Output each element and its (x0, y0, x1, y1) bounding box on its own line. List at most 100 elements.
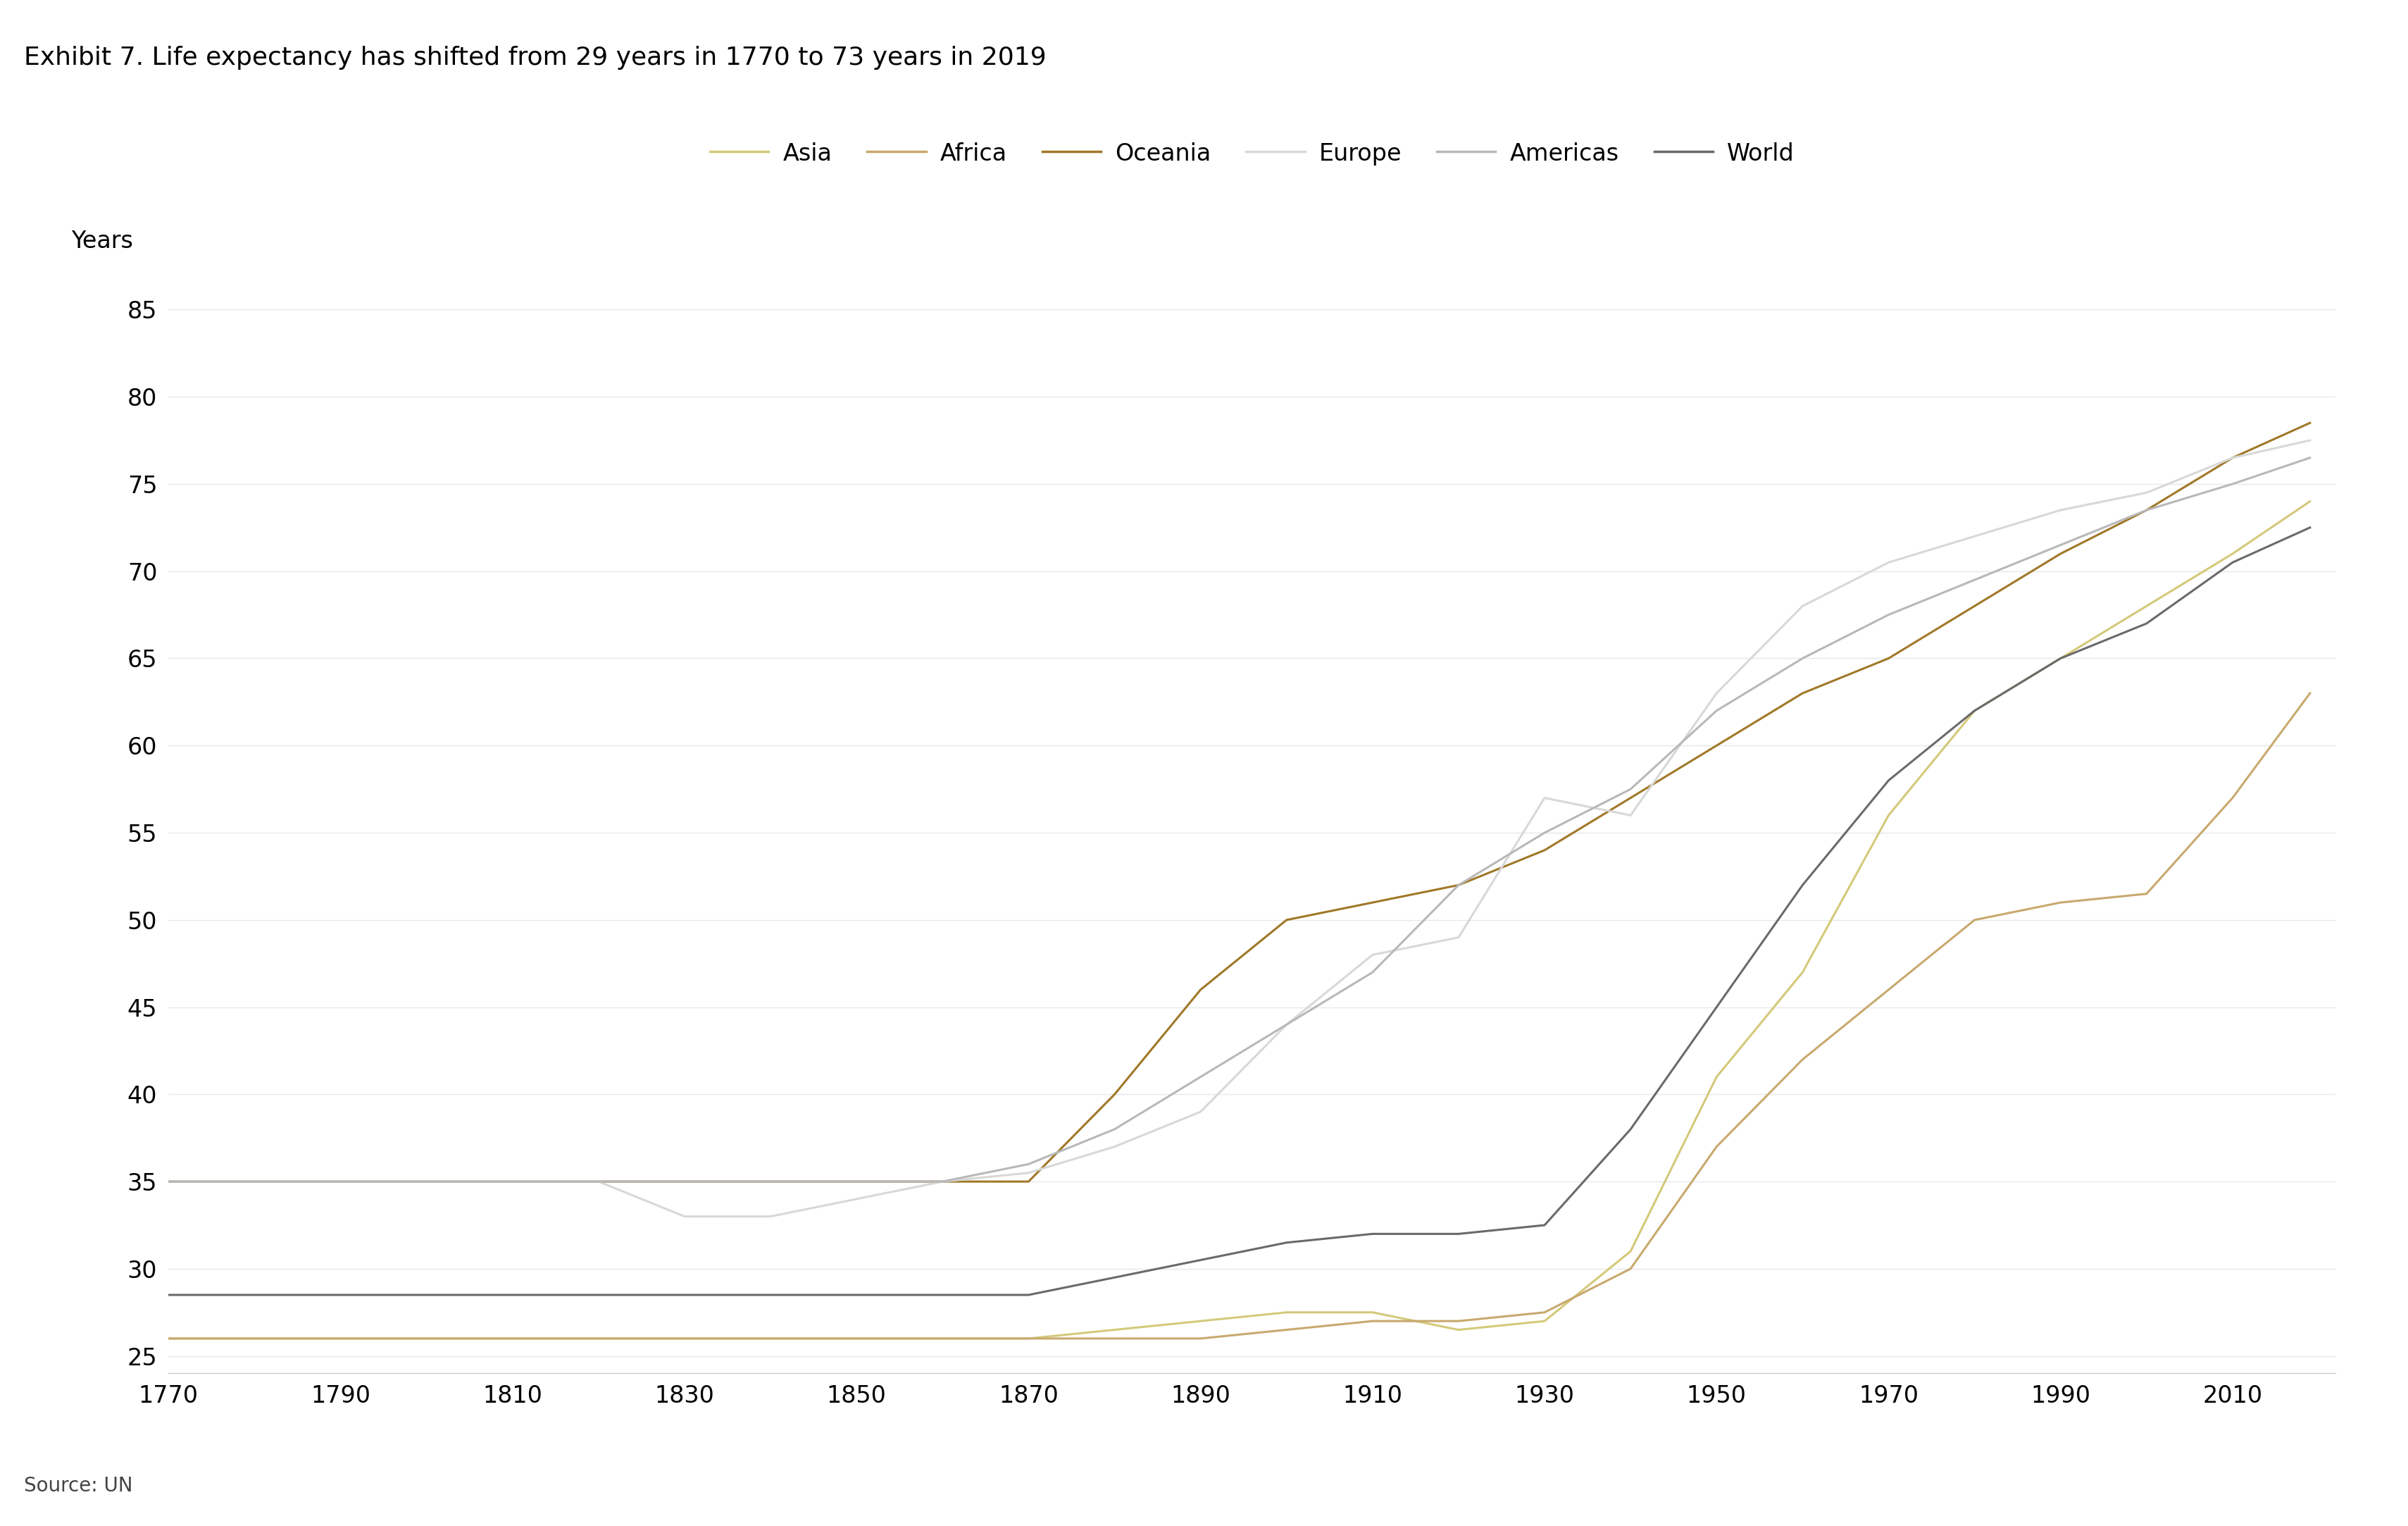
Europe (2047, 501, 2076, 519)
Line: Asia: Asia (169, 502, 2309, 1338)
Africa (1100, 1329, 1129, 1347)
Text: Exhibit 7. Life expectancy has shifted from 29 years in 1770 to 73 years in 2019: Exhibit 7. Life expectancy has shifted f… (24, 46, 1047, 70)
Europe (585, 1172, 614, 1190)
Africa (2131, 885, 2160, 903)
Asia (1358, 1303, 1387, 1322)
World (412, 1286, 441, 1305)
World (1702, 998, 1731, 1016)
Oceania (2218, 449, 2247, 467)
Line: Americas: Americas (169, 458, 2309, 1181)
Oceania (1271, 911, 1300, 929)
Europe (1445, 928, 1474, 946)
Oceania (412, 1172, 441, 1190)
Americas (1702, 702, 1731, 720)
Africa (2047, 893, 2076, 911)
Europe (1789, 597, 1818, 615)
Europe (498, 1172, 527, 1190)
Oceania (498, 1172, 527, 1190)
Africa (1529, 1303, 1558, 1322)
World (1960, 702, 1989, 720)
Line: Africa: Africa (169, 693, 2309, 1338)
Europe (241, 1172, 270, 1190)
World (843, 1286, 872, 1305)
Asia (1100, 1320, 1129, 1338)
Asia (1616, 1242, 1645, 1260)
World (1445, 1225, 1474, 1244)
Africa (325, 1329, 354, 1347)
Oceania (756, 1172, 785, 1190)
Africa (1789, 1050, 1818, 1068)
Oceania (1789, 684, 1818, 702)
World (2131, 615, 2160, 633)
Oceania (669, 1172, 698, 1190)
Europe (927, 1172, 956, 1190)
Oceania (1616, 789, 1645, 807)
World (325, 1286, 354, 1305)
Europe (1100, 1137, 1129, 1155)
World (498, 1286, 527, 1305)
Europe (669, 1207, 698, 1225)
Americas (669, 1172, 698, 1190)
Europe (412, 1172, 441, 1190)
Africa (669, 1329, 698, 1347)
Asia (325, 1329, 354, 1347)
World (154, 1286, 183, 1305)
Asia (756, 1329, 785, 1347)
Asia (412, 1329, 441, 1347)
Oceania (154, 1172, 183, 1190)
Europe (843, 1190, 872, 1209)
Text: Years: Years (72, 229, 132, 253)
Line: Europe: Europe (169, 441, 2309, 1216)
Oceania (1702, 737, 1731, 755)
World (1014, 1286, 1043, 1305)
Oceania (2295, 414, 2324, 432)
World (1358, 1225, 1387, 1244)
Asia (1187, 1312, 1216, 1331)
Europe (1702, 684, 1731, 702)
Line: World: World (169, 528, 2309, 1296)
Americas (498, 1172, 527, 1190)
Europe (1014, 1164, 1043, 1183)
Africa (1358, 1312, 1387, 1331)
Africa (498, 1329, 527, 1347)
Asia (2047, 649, 2076, 667)
Americas (1445, 876, 1474, 894)
Oceania (1873, 649, 1902, 667)
World (1873, 771, 1902, 789)
Americas (585, 1172, 614, 1190)
Africa (585, 1329, 614, 1347)
Oceania (927, 1172, 956, 1190)
World (1529, 1216, 1558, 1235)
Text: Source: UN: Source: UN (24, 1476, 132, 1495)
World (241, 1286, 270, 1305)
Asia (1529, 1312, 1558, 1331)
Americas (2131, 501, 2160, 519)
Europe (1960, 526, 1989, 545)
Asia (1960, 702, 1989, 720)
Americas (1100, 1120, 1129, 1138)
Europe (2295, 432, 2324, 450)
Africa (1445, 1312, 1474, 1331)
Americas (1187, 1068, 1216, 1087)
Africa (1271, 1320, 1300, 1338)
Americas (1529, 824, 1558, 842)
World (1271, 1233, 1300, 1251)
Europe (325, 1172, 354, 1190)
World (585, 1286, 614, 1305)
Asia (2295, 493, 2324, 511)
Americas (2218, 475, 2247, 493)
Oceania (1445, 876, 1474, 894)
Legend: Asia, Africa, Oceania, Europe, Americas, World: Asia, Africa, Oceania, Europe, Americas,… (701, 133, 1804, 175)
World (1616, 1120, 1645, 1138)
Americas (2047, 536, 2076, 554)
Asia (2131, 597, 2160, 615)
Asia (1873, 806, 1902, 824)
World (2047, 649, 2076, 667)
Americas (241, 1172, 270, 1190)
Africa (1873, 981, 1902, 1000)
Asia (498, 1329, 527, 1347)
Oceania (2131, 501, 2160, 519)
Europe (1529, 789, 1558, 807)
Americas (1271, 1015, 1300, 1033)
Europe (2218, 449, 2247, 467)
